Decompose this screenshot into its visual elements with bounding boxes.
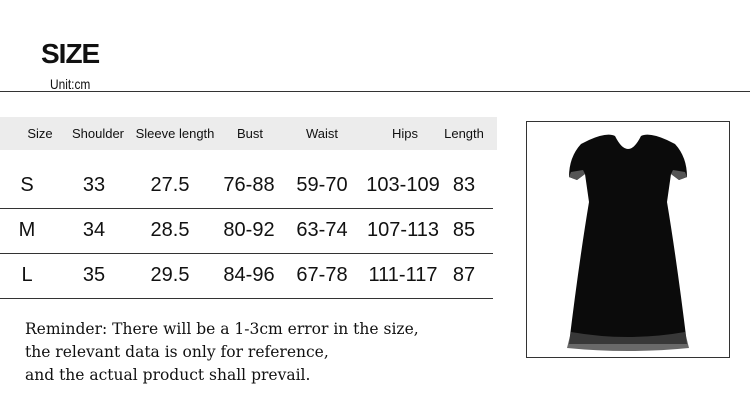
table-cell: 103-109 (366, 174, 440, 196)
table-cell: 63-74 (296, 219, 348, 241)
table-cell: 34 (82, 219, 106, 241)
table-cell: 107-113 (367, 219, 439, 241)
table-cell: 85 (452, 219, 476, 241)
header-waist: Waist (305, 126, 339, 141)
page-title: SIZE (41, 38, 100, 69)
divider (0, 91, 750, 92)
reminder-note: Reminder: There will be a 1-3cm error in… (25, 318, 419, 387)
reminder-line: Reminder: There will be a 1-3cm error in… (25, 320, 419, 338)
table-cell: 28.5 (150, 219, 190, 241)
table-row: M 34 28.5 80-92 63-74 107-113 85 (0, 208, 493, 254)
table-cell: 83 (452, 174, 476, 196)
unit-label: Unit:cm (50, 76, 91, 92)
table-header: Size Shoulder Sleeve length Bust Waist H… (0, 117, 497, 150)
table-cell: 29.5 (150, 264, 190, 286)
header-sleeve: Sleeve length (135, 126, 215, 141)
header-hips: Hips (391, 126, 419, 141)
reminder-line: the relevant data is only for reference, (25, 343, 329, 361)
table-cell: 27.5 (150, 174, 190, 196)
header-length: Length (444, 126, 484, 141)
dress-illustration (567, 134, 689, 351)
table-cell: 76-88 (223, 174, 275, 196)
table-cell: 87 (452, 264, 476, 286)
table-cell: 33 (82, 174, 106, 196)
header-bust: Bust (236, 126, 264, 141)
table-cell: 80-92 (223, 219, 275, 241)
table-row: S 33 27.5 76-88 59-70 103-109 83 (0, 163, 493, 209)
table-cell: 111-117 (368, 264, 438, 286)
table-cell: M (18, 219, 36, 241)
table-row: L 35 29.5 84-96 67-78 111-117 87 (0, 253, 493, 299)
table-cell: L (21, 264, 33, 286)
header-size: Size (27, 126, 53, 141)
table-cell: 67-78 (296, 264, 348, 286)
table-cell: S (20, 174, 34, 196)
reminder-line: and the actual product shall prevail. (25, 366, 311, 384)
table-cell: 59-70 (296, 174, 348, 196)
table-cell: 35 (82, 264, 106, 286)
table-cell: 84-96 (223, 264, 275, 286)
header-shoulder: Shoulder (71, 126, 125, 141)
product-image (526, 121, 730, 358)
